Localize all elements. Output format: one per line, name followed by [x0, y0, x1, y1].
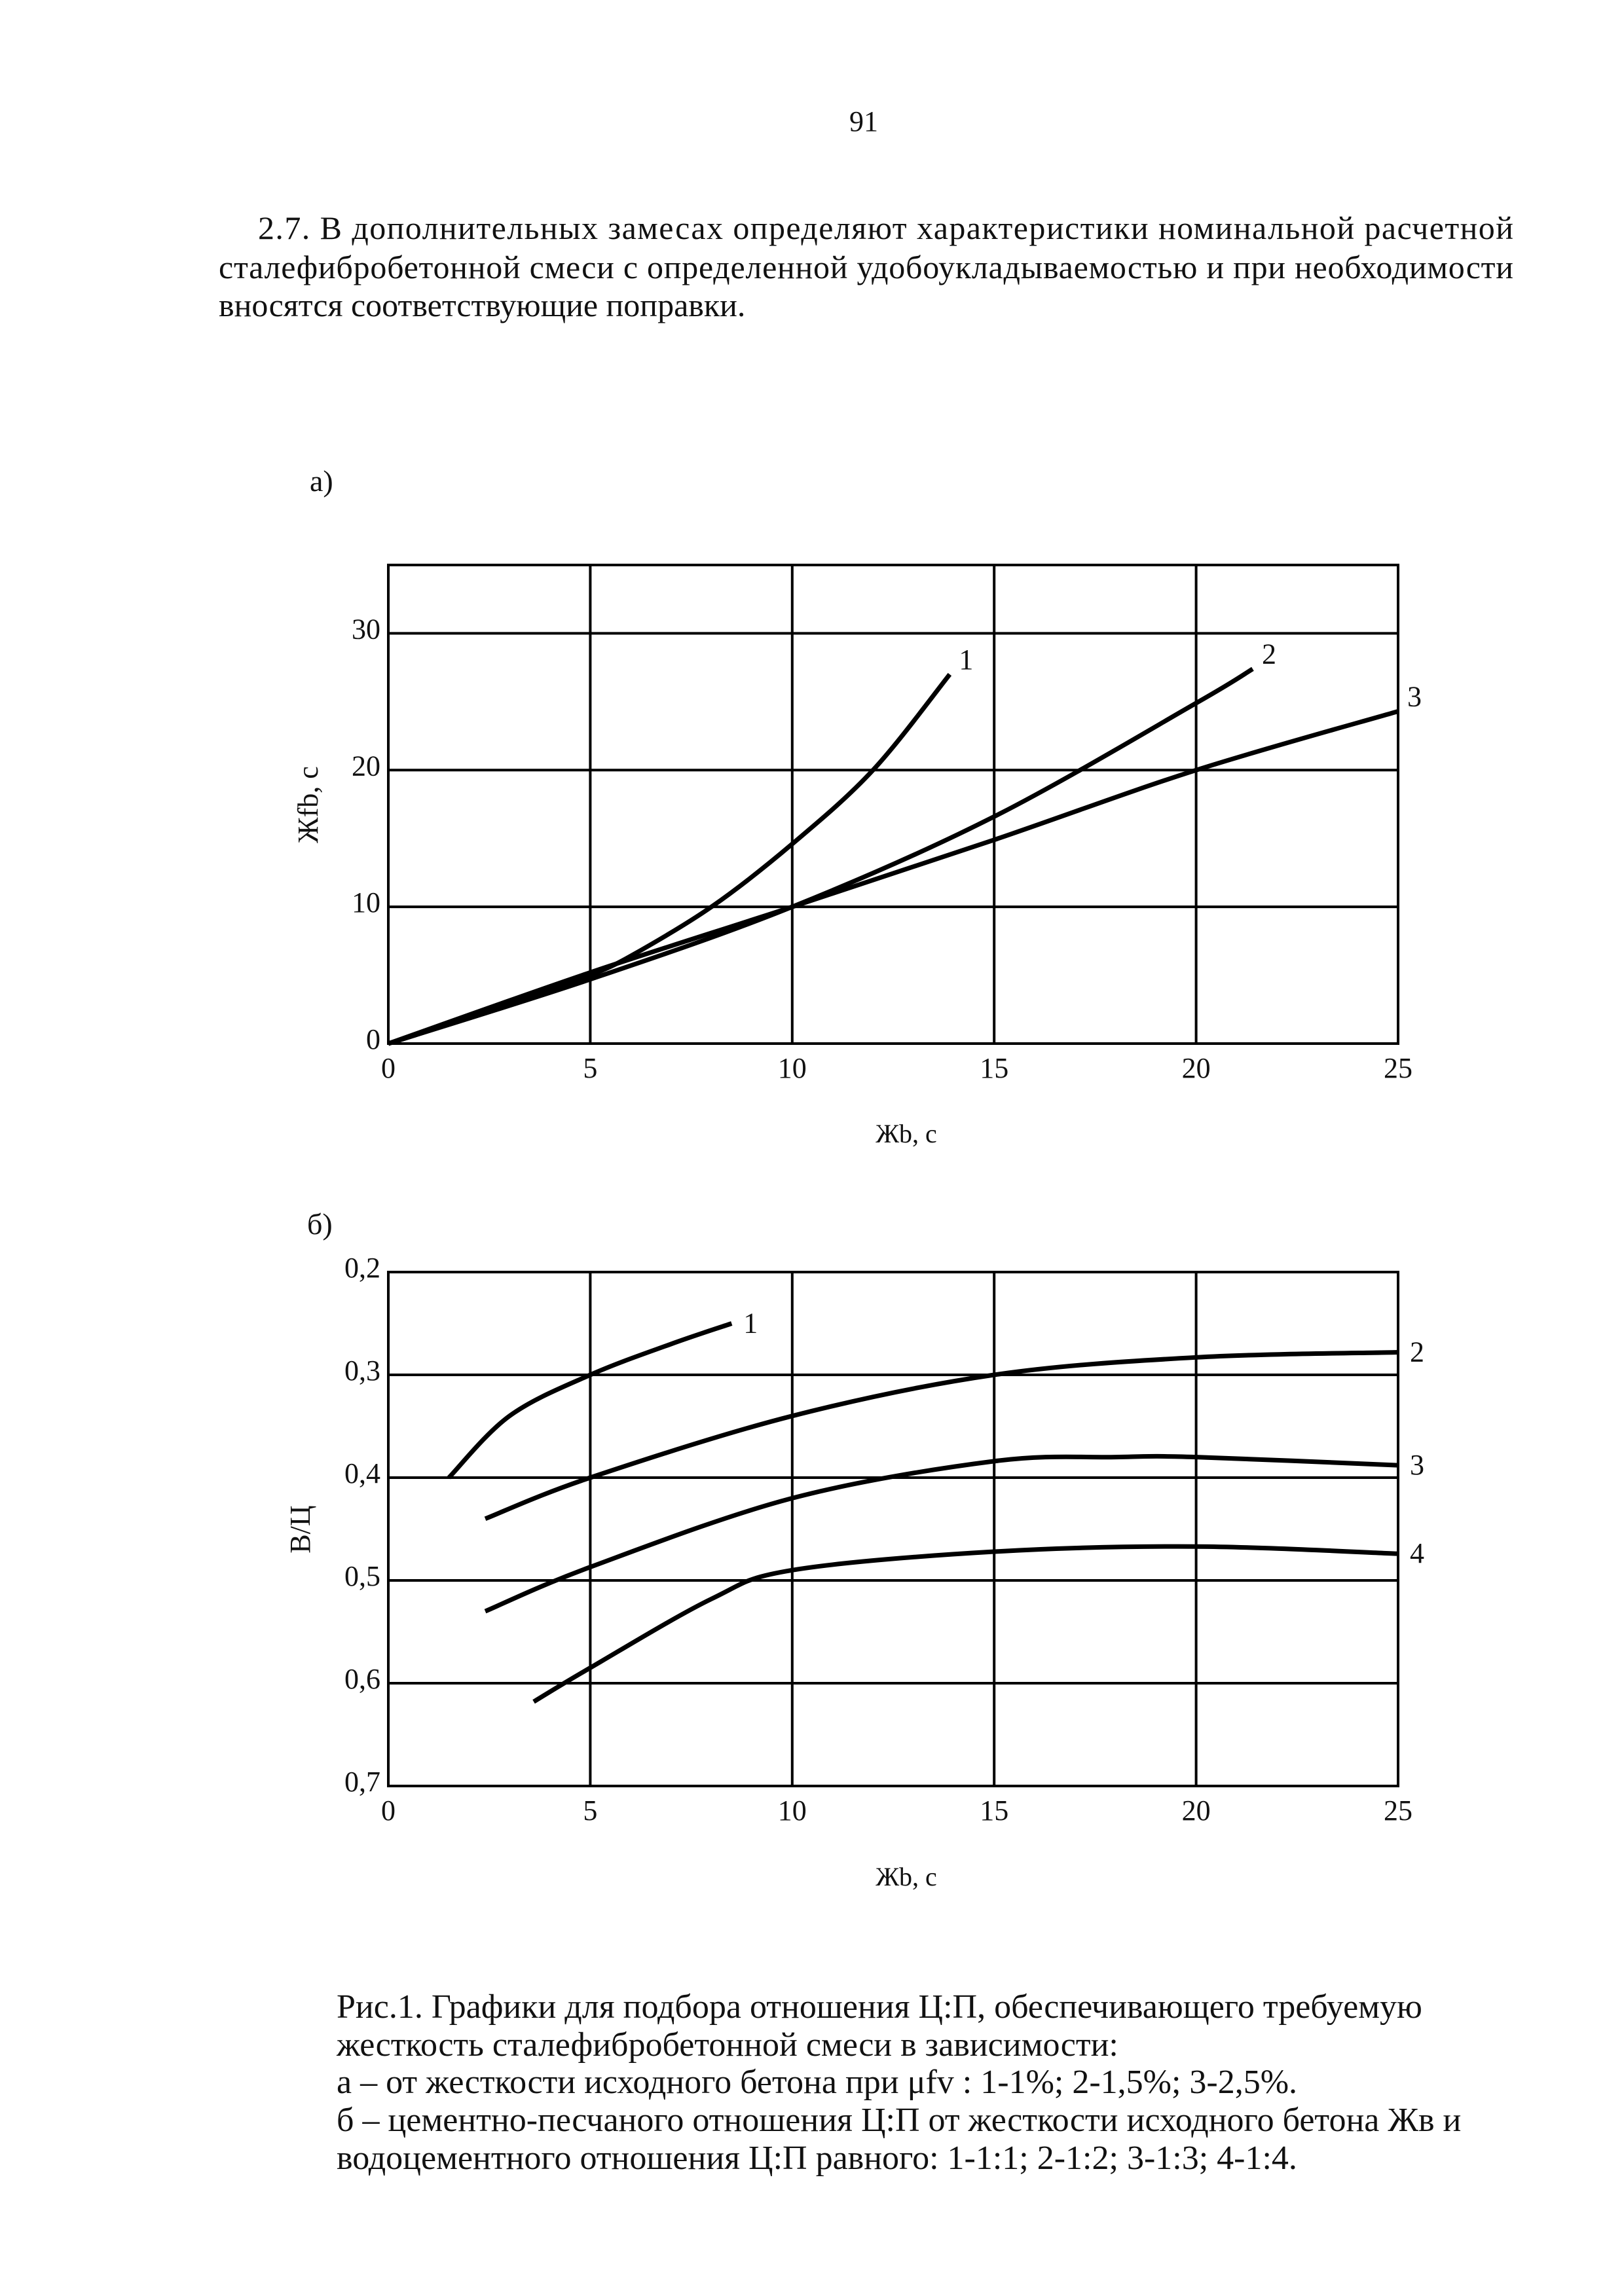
- curve: [532, 1544, 1399, 1704]
- x-tick-label: 20: [1182, 1052, 1211, 1084]
- paragraph-line: 2.7. В дополнительных замесах определяют…: [258, 210, 1513, 246]
- x-tick-label: 0: [381, 1052, 396, 1084]
- y-tick-label: 0,2: [344, 1252, 380, 1284]
- curve-label: 2: [1410, 1336, 1424, 1368]
- x-tick-label: 15: [980, 1052, 1008, 1084]
- caption-line: Рис.1. Графики для подбора отношения Ц:П…: [337, 1988, 1422, 2026]
- curve: [387, 666, 1254, 1046]
- x-tick-label: 0: [381, 1795, 396, 1827]
- x-tick-label: 10: [778, 1795, 807, 1827]
- caption-line: жесткость сталефибробетонной смеси в зав…: [336, 2026, 1118, 2064]
- curve: [387, 709, 1399, 1046]
- curve: [447, 1321, 733, 1480]
- x-tick-label: 5: [583, 1795, 597, 1827]
- y-tick-label: 30: [352, 613, 380, 645]
- panel-label: б): [307, 1207, 333, 1241]
- page-number: 91: [849, 105, 878, 137]
- caption-line: а – от жесткости исходного бетона при μf…: [337, 2064, 1297, 2101]
- curve-label: 3: [1407, 680, 1422, 712]
- x-axis-label: Жb, с: [876, 1862, 937, 1891]
- plot-frame: [387, 564, 1399, 1045]
- x-tick-label: 20: [1182, 1795, 1211, 1827]
- y-axis-label: Жfb, с: [292, 766, 324, 843]
- x-tick-label: 25: [1384, 1052, 1412, 1084]
- curve-label: 2: [1262, 638, 1276, 670]
- y-tick-label: 20: [352, 750, 380, 782]
- paragraph-line: вносятся соответствующие поправки.: [219, 287, 745, 323]
- y-axis-label: В/Ц: [284, 1505, 316, 1553]
- curve: [484, 1453, 1399, 1614]
- y-tick-label: 0,6: [344, 1663, 380, 1695]
- paragraph-line: сталефибробетонной смеси с определенной …: [219, 249, 1513, 285]
- curve-label: 1: [959, 644, 973, 676]
- plot-frame: [387, 1271, 1399, 1787]
- y-tick-label: 0,5: [344, 1560, 380, 1592]
- x-tick-label: 25: [1384, 1795, 1412, 1827]
- curve-label: 1: [743, 1307, 758, 1339]
- curve: [387, 672, 952, 1046]
- curve-label: 3: [1410, 1449, 1424, 1481]
- caption-line: б – цементно-песчаного отношения Ц:П от …: [337, 2102, 1461, 2139]
- curve-label: 4: [1410, 1537, 1424, 1569]
- x-axis-label: Жb, с: [876, 1119, 937, 1148]
- y-tick-label: 0,4: [344, 1457, 380, 1489]
- curve: [484, 1349, 1399, 1522]
- x-tick-label: 5: [583, 1052, 597, 1084]
- y-tick-label: 0: [366, 1023, 380, 1055]
- y-tick-label: 0,3: [344, 1355, 380, 1387]
- y-tick-label: 10: [352, 886, 380, 919]
- x-tick-label: 15: [980, 1795, 1008, 1827]
- panel-label: а): [310, 464, 333, 498]
- caption-line: водоцементного отношения Ц:П равного: 1-…: [337, 2140, 1297, 2177]
- y-tick-label: 0,7: [344, 1766, 380, 1798]
- x-tick-label: 10: [778, 1052, 807, 1084]
